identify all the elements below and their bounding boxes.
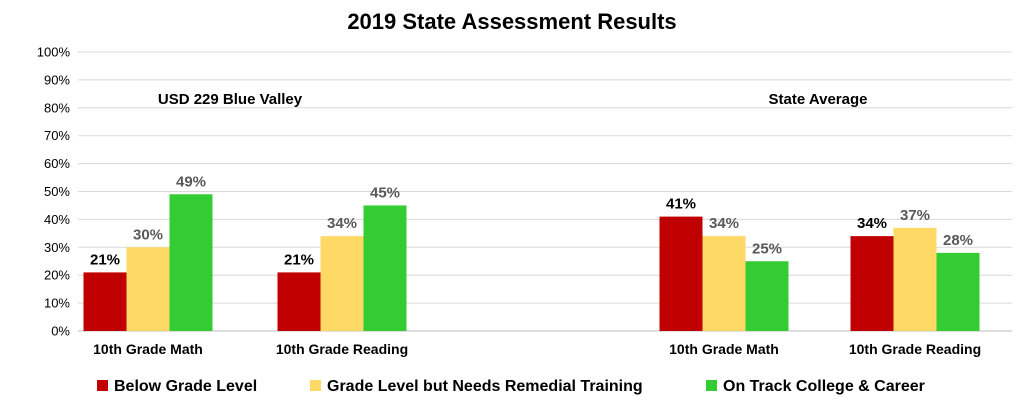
bar-below-grade-level-2 — [659, 216, 703, 331]
bar-below-grade-level-0 — [83, 272, 127, 331]
legend-item: Grade Level but Needs Remedial Training — [310, 378, 643, 395]
legend-label: Grade Level but Needs Remedial Training — [327, 378, 643, 395]
data-label: 45% — [370, 184, 400, 201]
bar-on-track-college-career-2 — [745, 261, 789, 331]
legend: Below Grade Level Grade Level but Needs R… — [97, 378, 925, 395]
y-tick-label: 20% — [44, 268, 70, 283]
bar-on-track-college-career-3 — [936, 252, 980, 331]
bar-layer — [83, 194, 980, 331]
data-label: 30% — [133, 226, 163, 243]
category-label: 10th Grade Math — [93, 341, 203, 357]
data-label: 41% — [666, 196, 696, 213]
data-label: 34% — [857, 215, 887, 232]
data-label: 49% — [176, 173, 206, 190]
category-label: 10th Grade Math — [669, 341, 779, 357]
data-label: 34% — [327, 215, 357, 232]
category-label: 10th Grade Reading — [276, 341, 408, 357]
y-tick-label: 40% — [44, 212, 70, 227]
data-label: 21% — [284, 251, 314, 268]
category-labels: 10th Grade Math 10th Grade Reading 10th Gr… — [93, 341, 981, 357]
legend-label: Below Grade Level — [114, 378, 257, 395]
chart-title: 2019 State Assessment Results — [347, 9, 676, 34]
y-tick-label: 30% — [44, 240, 70, 255]
y-tick-label: 10% — [44, 296, 70, 311]
bar-grade-level-but-needs-remedial-training-3 — [893, 227, 937, 331]
bar-below-grade-level-3 — [850, 236, 894, 331]
legend-swatch — [310, 380, 321, 391]
data-label: 25% — [752, 240, 782, 257]
legend-item: Below Grade Level — [97, 378, 257, 395]
y-tick-label: 80% — [44, 100, 70, 115]
data-label: 34% — [709, 215, 739, 232]
y-tick-label: 50% — [44, 184, 70, 199]
y-tick-label: 90% — [44, 72, 70, 87]
y-axis-ticks: 0% 10% 20% 30% 40% 50% 60% 70% 80% 90% 100% — [37, 45, 71, 339]
bar-below-grade-level-1 — [277, 272, 321, 331]
bar-on-track-college-career-0 — [169, 194, 213, 331]
data-label: 37% — [900, 207, 930, 224]
category-label: 10th Grade Reading — [849, 341, 981, 357]
y-tick-label: 60% — [44, 156, 70, 171]
legend-swatch — [97, 380, 108, 391]
data-label: 28% — [943, 232, 973, 249]
bar-grade-level-but-needs-remedial-training-1 — [320, 236, 364, 331]
legend-item: On Track College & Career — [706, 378, 925, 395]
value-label-layer: 21% 30% 49% 21% 34% 45% 41% 34% 25% 34% 37% 28% — [90, 173, 973, 268]
y-tick-label: 100% — [37, 45, 71, 60]
legend-label: On Track College & Career — [723, 378, 925, 395]
data-label: 21% — [90, 251, 120, 268]
bar-grade-level-but-needs-remedial-training-0 — [126, 247, 170, 331]
legend-swatch — [706, 380, 717, 391]
y-tick-label: 0% — [51, 324, 70, 339]
y-tick-label: 70% — [44, 128, 70, 143]
group-label-state-average: State Average — [769, 91, 868, 108]
grid-layer — [78, 51, 1012, 332]
group-label-usd-229: USD 229 Blue Valley — [158, 91, 303, 108]
bar-on-track-college-career-1 — [363, 205, 407, 331]
bar-grade-level-but-needs-remedial-training-2 — [702, 236, 746, 331]
